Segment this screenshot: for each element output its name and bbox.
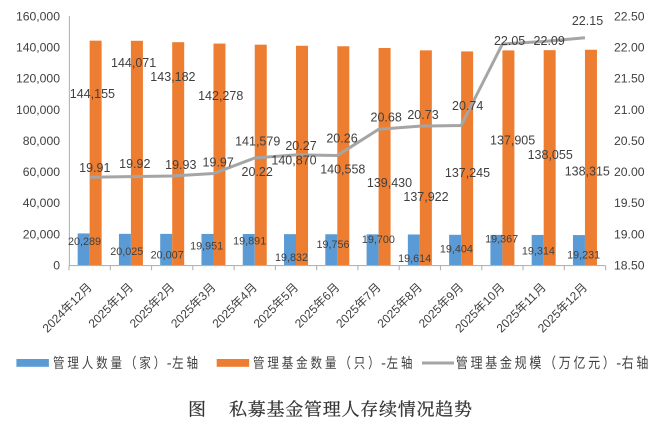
svg-text:19,404: 19,404 [440,244,473,256]
svg-text:3: 3 [195,288,210,303]
svg-text:143,182: 143,182 [150,70,195,84]
svg-text:140,000: 140,000 [16,41,60,55]
svg-text:8: 8 [402,288,417,303]
svg-text:19,314: 19,314 [522,245,555,257]
svg-text:80,000: 80,000 [23,134,60,148]
svg-text:0: 0 [53,258,60,272]
svg-text:22.05: 22.05 [494,34,525,48]
svg-text:20,289: 20,289 [68,236,101,248]
svg-text:19,700: 19,700 [362,234,395,246]
svg-text:20.50: 20.50 [614,134,645,148]
svg-text:138,315: 138,315 [565,165,610,179]
svg-text:22.09: 22.09 [534,34,565,48]
svg-text:20.68: 20.68 [371,110,402,124]
svg-text:2025: 2025 [127,302,156,331]
svg-text:9: 9 [443,288,458,303]
svg-text:21.00: 21.00 [614,103,645,117]
svg-text:140,870: 140,870 [271,154,316,168]
svg-text:5: 5 [278,288,293,303]
svg-text:2025: 2025 [292,302,321,331]
svg-text:1: 1 [113,288,128,303]
svg-text:2025: 2025 [416,302,445,331]
svg-text:142,278: 142,278 [198,89,243,103]
svg-text:19.93: 19.93 [165,158,196,172]
svg-text:-: - [381,356,386,372]
svg-text:2025: 2025 [168,302,197,331]
svg-text:2025: 2025 [494,306,523,335]
svg-text:22.15: 22.15 [572,14,603,28]
svg-text:137,922: 137,922 [403,190,448,204]
svg-text:120,000: 120,000 [16,72,60,86]
svg-text:20.26: 20.26 [326,131,357,145]
svg-text:20,000: 20,000 [23,227,60,241]
svg-text:60,000: 60,000 [23,165,60,179]
svg-text:20.74: 20.74 [452,99,483,113]
svg-text:137,905: 137,905 [490,133,535,147]
svg-text:19,231: 19,231 [567,249,600,261]
svg-text:19.97: 19.97 [203,155,234,169]
svg-text:19,756: 19,756 [316,239,349,251]
svg-text:-: - [167,356,172,372]
svg-text:100,000: 100,000 [16,103,60,117]
svg-text:20.00: 20.00 [614,165,645,179]
svg-text:20.73: 20.73 [407,108,438,122]
svg-text:144,155: 144,155 [70,87,115,101]
svg-text:22.00: 22.00 [614,41,645,55]
svg-text:19,951: 19,951 [190,240,223,252]
svg-text:40,000: 40,000 [23,196,60,210]
svg-text:2025: 2025 [452,306,481,335]
svg-text:19,614: 19,614 [398,253,431,265]
svg-text:19,832: 19,832 [275,252,308,264]
svg-text:20.27: 20.27 [285,139,316,153]
svg-text:20.22: 20.22 [242,165,273,179]
svg-text:144,071: 144,071 [111,56,156,70]
svg-text:2025: 2025 [209,302,238,331]
svg-text:18.50: 18.50 [614,258,645,272]
svg-text:160,000: 160,000 [16,9,60,23]
svg-text:141,579: 141,579 [235,135,280,149]
svg-text:19.92: 19.92 [119,157,150,171]
svg-text:6: 6 [319,288,334,303]
svg-text:2025: 2025 [375,302,404,331]
svg-text:2025: 2025 [333,302,362,331]
svg-text:2024: 2024 [40,306,69,335]
svg-text:2025: 2025 [251,302,280,331]
svg-text:2: 2 [154,288,169,303]
svg-text:19.91: 19.91 [79,161,110,175]
svg-text:138,055: 138,055 [528,148,573,162]
svg-text:19,367: 19,367 [485,233,518,245]
svg-text:20,007: 20,007 [151,250,184,262]
svg-text:19.50: 19.50 [614,196,645,210]
svg-text:4: 4 [237,288,252,303]
svg-text:19.00: 19.00 [614,227,645,241]
svg-text:20,025: 20,025 [110,246,143,258]
svg-text:137,245: 137,245 [445,166,490,180]
svg-text:140,558: 140,558 [320,162,365,176]
svg-text:21.50: 21.50 [614,72,645,86]
svg-text:-: - [616,356,621,372]
svg-text:22.50: 22.50 [614,9,645,23]
svg-text:139,430: 139,430 [367,176,412,190]
svg-text:7: 7 [361,288,376,303]
svg-text:2025: 2025 [86,302,115,331]
svg-text:2025: 2025 [535,306,564,335]
svg-text:19,891: 19,891 [233,235,266,247]
